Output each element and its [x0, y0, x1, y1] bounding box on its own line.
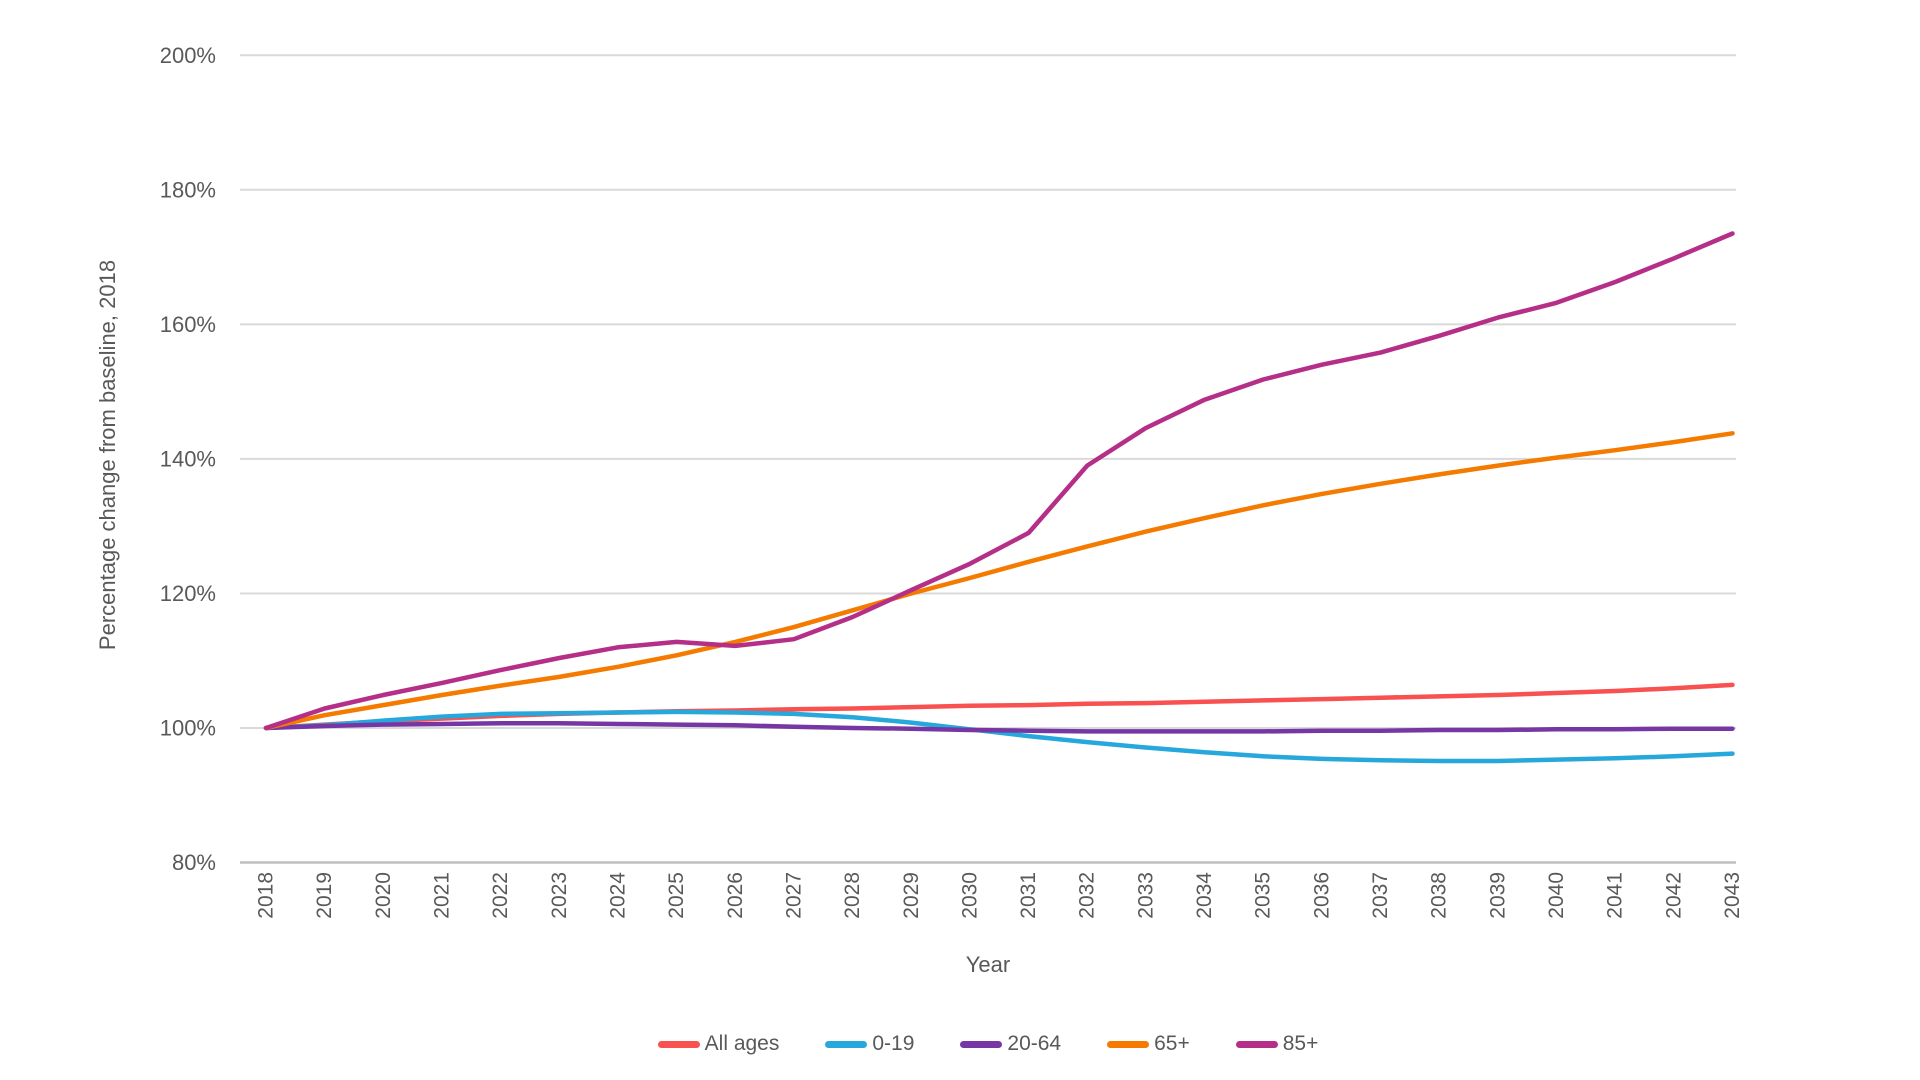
legend-swatch-85	[1235, 1040, 1278, 1048]
legend-label-65: 65+	[1154, 1032, 1190, 1055]
y-axis-title: Percentage change from baseline, 2018	[95, 259, 120, 651]
x-tick-label: 2040	[1545, 872, 1568, 919]
series-line-85	[263, 231, 1735, 731]
x-tick-label: 2025	[665, 872, 688, 919]
x-tick-label: 2024	[606, 872, 629, 919]
x-tick-label: 2033	[1134, 872, 1157, 919]
x-tick-label: 2032	[1076, 872, 1099, 919]
legend-item-65: 65+	[1107, 1032, 1190, 1056]
series-line-20-64	[263, 721, 1735, 734]
x-tick-label: 2031	[1017, 872, 1040, 919]
x-tick-label: 2039	[1486, 872, 1509, 919]
legend-item-0-19: 0-19	[825, 1032, 914, 1056]
y-tick-label: 80%	[172, 850, 216, 875]
legend-label-0-19: 0-19	[872, 1032, 915, 1055]
x-tick-label: 2043	[1721, 872, 1744, 919]
x-axis-title: Year	[965, 952, 1011, 977]
x-tick-label: 2042	[1662, 872, 1685, 919]
x-tick-label: 2037	[1369, 872, 1392, 919]
x-tick-label: 2019	[313, 872, 336, 919]
x-tick-label: 2036	[1310, 872, 1333, 919]
y-tick-label: 160%	[160, 312, 216, 337]
x-tick-label: 2020	[372, 872, 395, 919]
legend-label-20-64: 20-64	[1007, 1032, 1062, 1055]
y-tick-label: 100%	[160, 716, 216, 741]
legend-item-85: 85+	[1235, 1032, 1319, 1056]
series-line-65	[263, 431, 1735, 731]
legend-swatch-65	[1107, 1040, 1150, 1048]
x-tick-label: 2030	[958, 872, 981, 919]
legend-item-all-ages: All ages	[657, 1032, 780, 1056]
x-tick-label: 2038	[1428, 872, 1451, 919]
x-tick-label: 2022	[489, 872, 512, 919]
legend-label-all-ages: All ages	[704, 1032, 780, 1055]
x-tick-label: 2034	[1193, 872, 1216, 919]
x-tick-label: 2023	[548, 872, 571, 919]
x-tick-label: 2018	[255, 872, 278, 919]
x-tick-label: 2027	[782, 872, 805, 919]
series-line-0-19	[263, 709, 1735, 764]
legend-item-20-64: 20-64	[960, 1032, 1061, 1056]
x-tick-label: 2026	[724, 872, 747, 919]
x-tick-label: 2041	[1604, 872, 1627, 919]
chart-legend: All ages 0-19 20-64 65+ 85+	[240, 1032, 1736, 1056]
y-tick-label: 180%	[160, 177, 216, 202]
x-tick-label: 2029	[900, 872, 923, 919]
legend-swatch-20-64	[960, 1040, 1003, 1048]
x-tick-label: 2035	[1252, 872, 1275, 919]
legend-label-85: 85+	[1282, 1032, 1319, 1055]
x-tick-label: 2028	[841, 872, 864, 919]
y-tick-label: 140%	[160, 446, 216, 471]
legend-swatch-all-ages	[657, 1040, 700, 1048]
y-tick-label: 120%	[160, 581, 216, 606]
x-tick-label: 2021	[430, 872, 453, 919]
y-tick-label: 200%	[160, 43, 216, 68]
legend-swatch-0-19	[825, 1040, 868, 1048]
